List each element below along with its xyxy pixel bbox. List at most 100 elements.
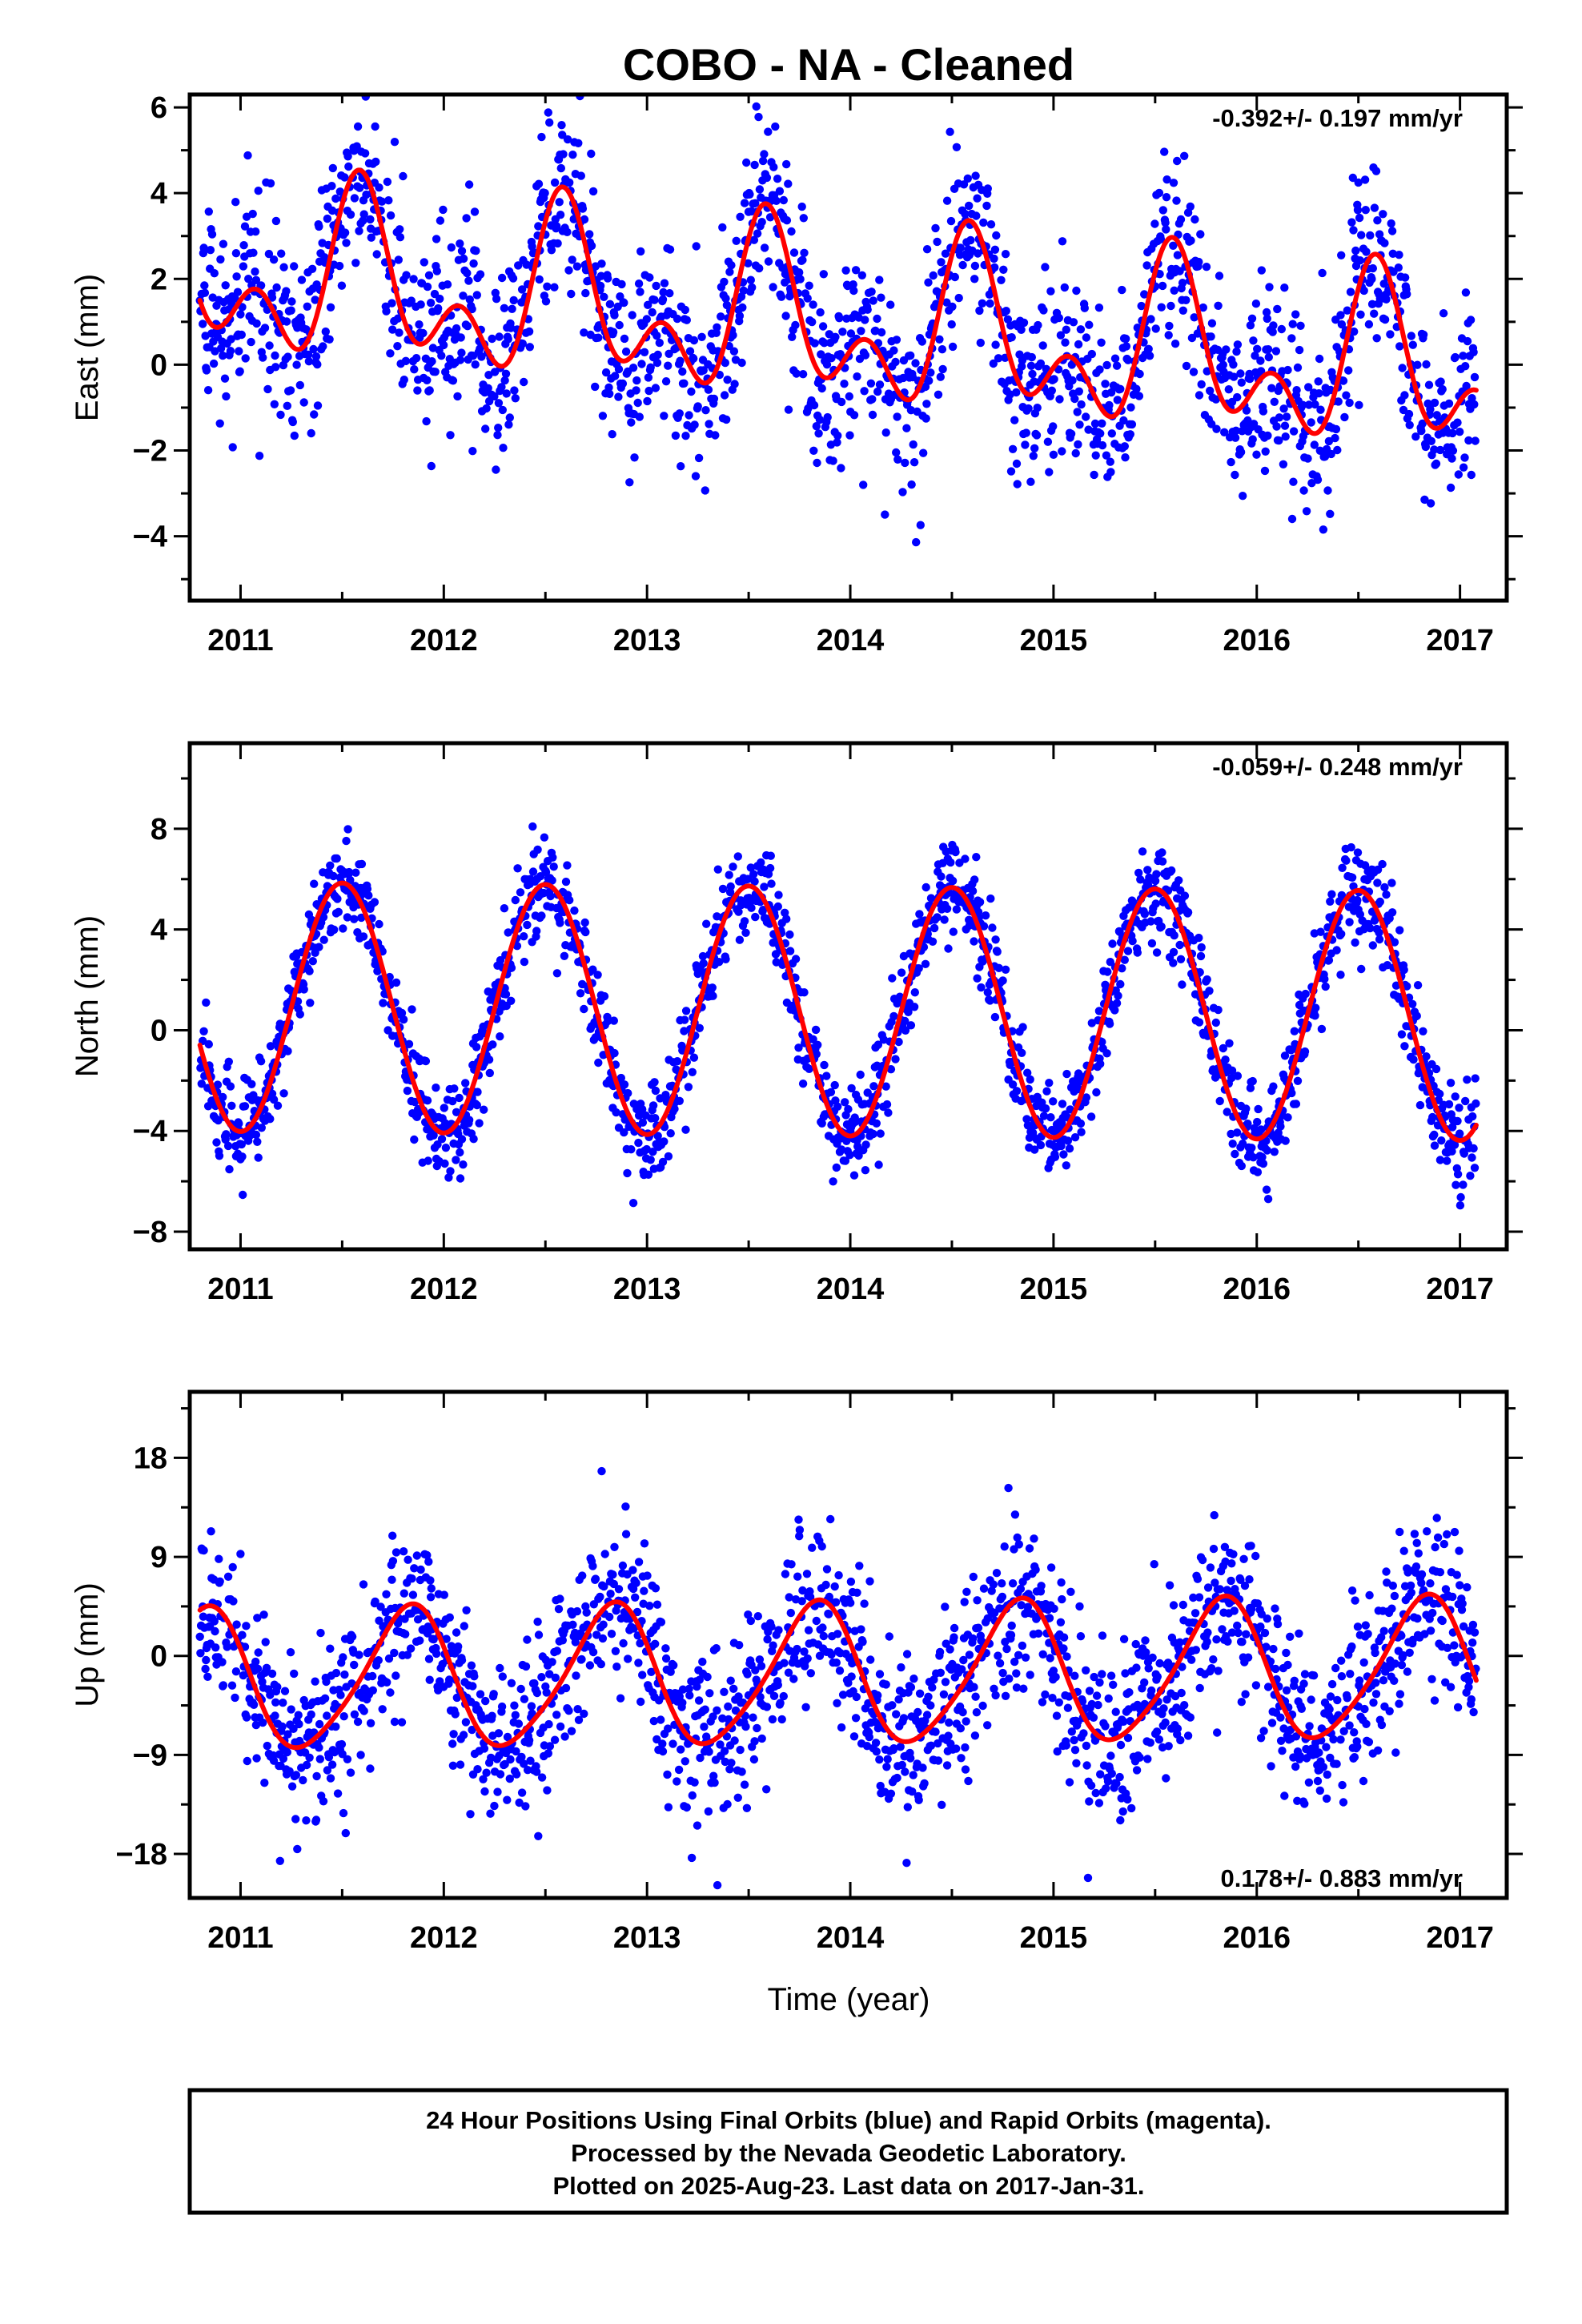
data-point — [1387, 227, 1397, 235]
data-point — [231, 1667, 241, 1676]
data-point — [511, 1711, 520, 1719]
data-point — [1182, 361, 1191, 371]
data-point — [299, 398, 308, 407]
data-point — [1013, 1533, 1022, 1542]
data-point — [1041, 1104, 1050, 1113]
data-point — [1263, 1146, 1272, 1155]
data-point — [704, 385, 713, 394]
data-point — [252, 1754, 261, 1763]
data-point — [998, 1579, 1006, 1588]
data-point — [480, 1105, 488, 1114]
data-point — [937, 872, 946, 881]
data-point — [1408, 340, 1418, 349]
data-point — [432, 267, 441, 275]
data-point — [1012, 1683, 1022, 1692]
data-point — [1339, 376, 1348, 385]
data-point — [741, 928, 750, 938]
data-point — [1167, 866, 1176, 875]
data-point — [1313, 475, 1323, 485]
data-point — [1057, 1141, 1066, 1151]
data-point — [796, 275, 805, 283]
data-point — [912, 537, 921, 547]
data-point — [893, 455, 902, 464]
data-point — [1033, 404, 1042, 412]
data-point — [957, 1754, 966, 1763]
data-point — [1359, 286, 1368, 296]
data-point — [530, 1679, 539, 1688]
data-point — [909, 1003, 919, 1011]
data-point — [974, 249, 982, 258]
data-point — [1467, 470, 1476, 480]
data-point — [1468, 1153, 1476, 1162]
data-point — [330, 925, 339, 935]
data-point — [441, 1144, 451, 1152]
data-point — [399, 1015, 408, 1024]
data-point — [357, 913, 366, 923]
data-point — [948, 302, 957, 312]
data-point — [628, 364, 638, 372]
data-point — [367, 233, 375, 242]
data-point — [618, 1561, 628, 1570]
data-point — [1233, 1128, 1242, 1137]
data-point — [461, 1718, 471, 1727]
data-point — [253, 1664, 263, 1673]
data-point — [272, 283, 281, 292]
data-point — [261, 1638, 270, 1647]
data-point — [448, 1096, 457, 1106]
data-point — [632, 1607, 642, 1617]
data-point — [886, 1065, 896, 1074]
data-point — [730, 380, 739, 388]
data-point — [532, 1767, 541, 1776]
data-point — [1413, 360, 1422, 369]
data-point — [492, 465, 500, 474]
data-point — [1041, 263, 1050, 271]
data-point — [1123, 356, 1133, 364]
data-point — [404, 1039, 414, 1049]
data-point — [812, 1616, 821, 1626]
data-point — [594, 1058, 603, 1068]
data-point — [861, 1166, 870, 1175]
data-point — [1077, 1128, 1086, 1136]
data-point — [500, 376, 509, 385]
data-point — [800, 248, 809, 257]
data-point — [494, 399, 504, 408]
data-point — [621, 1502, 630, 1511]
data-point — [994, 1651, 1002, 1660]
data-point — [1357, 964, 1366, 974]
data-point — [581, 288, 590, 298]
data-point — [744, 259, 753, 267]
data-point — [718, 884, 728, 894]
data-point — [265, 341, 274, 350]
data-point — [703, 1672, 712, 1682]
data-point — [710, 1778, 719, 1787]
y-tick-label: −4 — [133, 521, 167, 554]
data-point — [891, 357, 900, 367]
data-point — [1422, 1052, 1431, 1061]
data-point — [755, 185, 765, 194]
data-point — [305, 967, 314, 975]
data-point — [1196, 951, 1206, 961]
data-point — [651, 1639, 660, 1648]
data-point — [975, 898, 985, 907]
data-point — [412, 1551, 421, 1560]
data-point — [1372, 334, 1381, 343]
data-point — [931, 223, 940, 233]
data-point — [983, 1721, 992, 1730]
data-point — [1411, 432, 1420, 441]
data-point — [990, 1012, 1000, 1022]
data-point — [1080, 304, 1090, 312]
data-point — [302, 1760, 311, 1770]
data-point — [1274, 1128, 1283, 1137]
data-point — [694, 1696, 704, 1705]
data-point — [740, 917, 749, 926]
data-point — [902, 1650, 912, 1659]
data-point — [1005, 1675, 1014, 1683]
data-point — [620, 1080, 629, 1089]
data-point — [462, 1606, 471, 1615]
data-point — [279, 1754, 288, 1763]
x-tick-label: 2012 — [410, 1273, 478, 1306]
data-point — [1169, 947, 1178, 957]
data-point — [959, 1655, 968, 1665]
data-point — [680, 379, 689, 388]
data-point — [1304, 400, 1314, 409]
